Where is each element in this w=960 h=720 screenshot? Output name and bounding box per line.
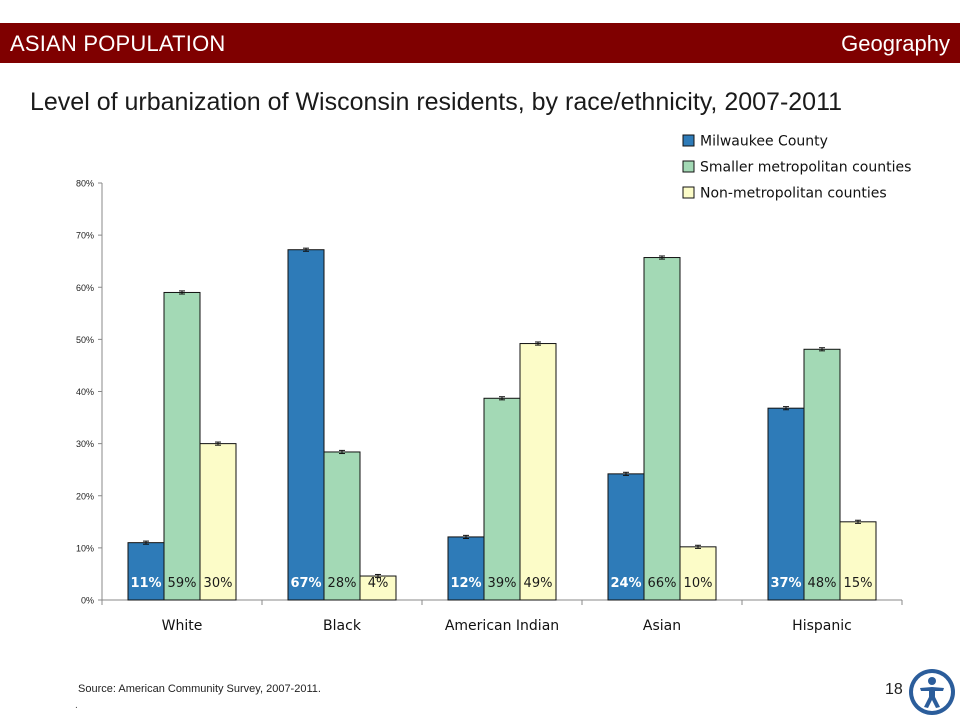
data-label: 59% bbox=[168, 576, 197, 591]
y-tick-label: 0% bbox=[81, 596, 94, 606]
y-tick-label: 40% bbox=[76, 387, 94, 397]
data-label: 30% bbox=[204, 576, 233, 591]
legend-swatch bbox=[682, 134, 695, 147]
data-label: 12% bbox=[450, 576, 481, 591]
y-tick-label: 30% bbox=[76, 439, 94, 449]
x-category-label: Asian bbox=[643, 618, 681, 634]
data-label: 10% bbox=[684, 576, 713, 591]
bar bbox=[643, 257, 681, 601]
legend-label: Milwaukee County bbox=[700, 134, 828, 150]
topic-label: Geography bbox=[841, 31, 950, 56]
y-tick-label: 10% bbox=[76, 543, 94, 553]
source-note: Source: American Community Survey, 2007-… bbox=[78, 683, 321, 695]
bar bbox=[839, 521, 877, 601]
bar bbox=[163, 291, 201, 601]
x-category-label: Hispanic bbox=[792, 618, 852, 634]
data-label: 11% bbox=[130, 576, 161, 591]
legend-swatch bbox=[682, 186, 695, 199]
chart-title: Level of urbanization of Wisconsin resid… bbox=[30, 88, 843, 116]
data-label: 28% bbox=[328, 576, 357, 591]
section-label: ASIAN POPULATION bbox=[10, 31, 226, 56]
bar bbox=[323, 451, 361, 601]
x-category-label: White bbox=[162, 618, 203, 634]
data-label: 4% bbox=[368, 576, 389, 591]
bar bbox=[483, 397, 521, 601]
bar bbox=[447, 536, 485, 601]
y-tick-label: 80% bbox=[76, 179, 94, 189]
y-tick-label: 50% bbox=[76, 335, 94, 345]
page-number: 18 bbox=[885, 681, 903, 698]
data-label: 49% bbox=[524, 576, 553, 591]
bar bbox=[803, 348, 841, 601]
person-logo-icon bbox=[909, 669, 955, 715]
data-label: 39% bbox=[488, 576, 517, 591]
bar bbox=[767, 407, 805, 601]
bar bbox=[127, 542, 165, 601]
bar bbox=[607, 473, 645, 601]
y-tick-label: 60% bbox=[76, 283, 94, 293]
data-label: 37% bbox=[770, 576, 801, 591]
header-banner: ASIAN POPULATION Geography bbox=[0, 23, 960, 63]
x-category-label: American Indian bbox=[445, 618, 559, 634]
legend-label: Smaller metropolitan counties bbox=[700, 160, 911, 176]
bar bbox=[519, 343, 557, 601]
data-label: 48% bbox=[808, 576, 837, 591]
bar bbox=[287, 249, 325, 601]
bar bbox=[679, 546, 717, 601]
y-tick-label: 20% bbox=[76, 491, 94, 501]
footer-dot: . bbox=[75, 700, 78, 711]
legend-label: Non-metropolitan counties bbox=[700, 186, 887, 202]
x-category-label: Black bbox=[323, 618, 362, 634]
data-label: 24% bbox=[610, 576, 641, 591]
data-label: 66% bbox=[648, 576, 677, 591]
data-label: 15% bbox=[844, 576, 873, 591]
y-tick-label: 70% bbox=[76, 231, 94, 241]
legend-swatch bbox=[682, 160, 695, 173]
data-label: 67% bbox=[290, 576, 321, 591]
